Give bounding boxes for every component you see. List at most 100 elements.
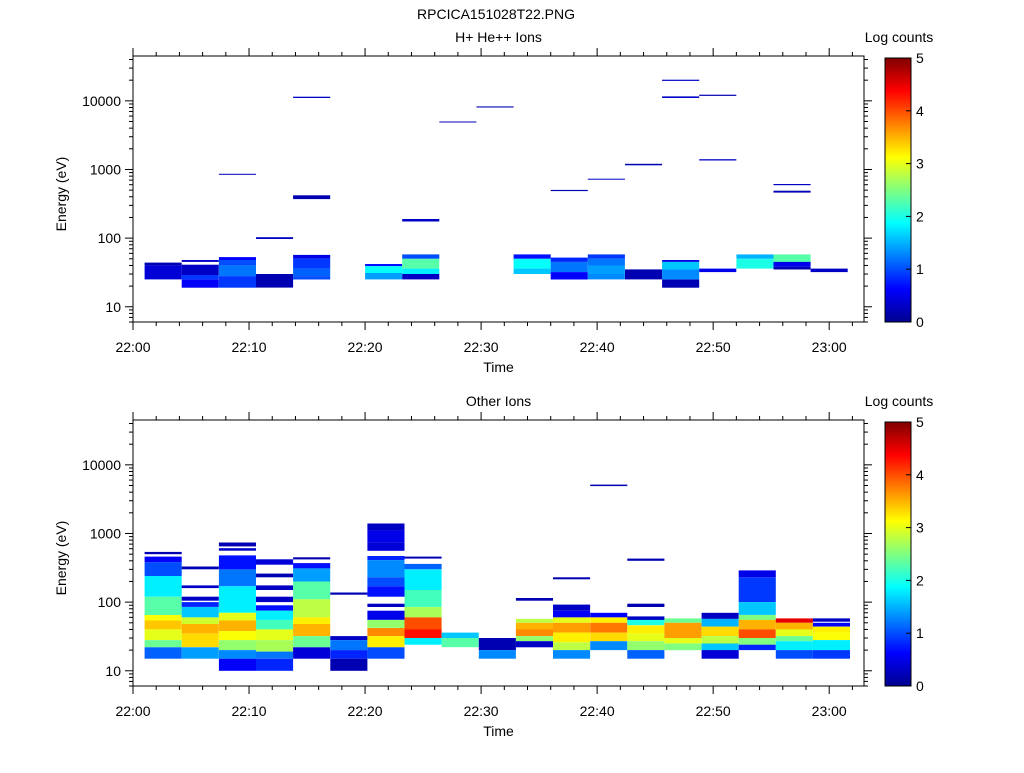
spectrogram-cell xyxy=(404,638,442,645)
spectrogram-cell xyxy=(701,618,739,627)
spectrogram-cell xyxy=(587,265,625,274)
x-axis-label: Time xyxy=(483,723,514,739)
spectrogram-cell xyxy=(587,254,625,259)
y-axis-label: Energy (eV) xyxy=(53,157,69,232)
spectrogram-cell xyxy=(627,641,665,651)
spectrogram-cell xyxy=(256,559,294,565)
spectrogram-cell xyxy=(404,590,442,607)
spectrogram-cell xyxy=(404,556,442,559)
spectrogram-cell xyxy=(590,632,628,642)
spectrogram-cell xyxy=(181,596,219,601)
spectrogram-cell xyxy=(367,603,405,607)
spectrogram-cell xyxy=(144,576,182,597)
x-axis-label: Time xyxy=(483,359,514,375)
spectrogram-cell xyxy=(256,596,294,603)
spectrogram-cell xyxy=(627,603,665,607)
spectrogram-cell xyxy=(181,624,219,634)
x-tick-label: 22:50 xyxy=(696,339,731,355)
spectrogram-cell xyxy=(662,96,700,98)
spectrogram-cell xyxy=(144,620,182,630)
spectrogram-cell xyxy=(404,607,442,618)
spectrogram-cell xyxy=(773,184,811,186)
spectrogram-cell xyxy=(773,267,811,270)
spectrogram-cell xyxy=(775,636,813,642)
spectrogram-cell xyxy=(367,610,405,620)
y-tick-label: 10000 xyxy=(82,457,121,473)
spectrogram-cell xyxy=(738,629,776,638)
x-tick-label: 23:00 xyxy=(812,339,847,355)
spectrogram-cell xyxy=(664,618,702,623)
spectrogram-cell xyxy=(664,638,702,644)
spectrogram-cell xyxy=(402,254,440,259)
spectrogram-cell xyxy=(181,602,219,607)
spectrogram-cell xyxy=(662,261,700,270)
spectrogram-cell xyxy=(367,542,405,551)
y-tick-label: 10000 xyxy=(82,93,121,109)
spectrogram-cell xyxy=(441,638,479,648)
spectrogram-cell xyxy=(367,560,405,578)
colorbar-tick-label: 3 xyxy=(916,156,924,172)
spectrogram-cell xyxy=(256,629,294,640)
spectrogram-cell xyxy=(627,625,665,634)
colorbar-tick-label: 1 xyxy=(916,261,924,277)
spectrogram-cell xyxy=(812,626,850,633)
spectrogram-cell xyxy=(625,163,663,166)
spectrogram-cell xyxy=(404,569,442,591)
x-tick-label: 22:20 xyxy=(348,339,383,355)
spectrogram-cell xyxy=(699,94,737,96)
spectrogram-cell xyxy=(256,658,294,671)
spectrogram-cell xyxy=(218,548,256,551)
colorbar-label: Log counts xyxy=(865,393,934,409)
spectrogram-cell xyxy=(367,523,405,531)
spectrogram-cell xyxy=(144,615,182,621)
spectrogram-cell xyxy=(293,254,331,259)
x-tick-label: 22:40 xyxy=(580,339,615,355)
spectrogram-cell xyxy=(627,616,665,620)
spectrogram-cell xyxy=(218,173,256,175)
spectrogram-cell xyxy=(441,632,479,638)
spectrogram-cell xyxy=(553,604,591,611)
spectrogram-cell xyxy=(775,650,813,659)
spectrogram-cell xyxy=(625,269,663,280)
spectrogram-cell xyxy=(773,261,811,267)
x-tick-label: 22:30 xyxy=(464,703,499,719)
spectrogram-cell xyxy=(736,258,774,269)
spectrogram-cell xyxy=(553,650,591,659)
spectrogram-cell xyxy=(293,96,331,98)
spectrogram-cell xyxy=(701,643,739,651)
spectrogram-cell xyxy=(181,275,219,280)
spectrogram-cell xyxy=(330,658,368,671)
spectrogram-cell xyxy=(181,647,219,659)
spectrogram-cell xyxy=(736,254,774,259)
spectrogram-cell xyxy=(402,219,440,222)
spectrogram-cell xyxy=(439,121,477,123)
spectrogram-cell xyxy=(367,586,405,597)
colorbar xyxy=(884,57,912,323)
spectrogram-cell xyxy=(256,237,294,239)
colorbar-tick-label: 0 xyxy=(916,314,924,330)
spectrogram-cell xyxy=(218,257,256,261)
spectrogram-cell xyxy=(293,568,331,582)
spectrogram-cell xyxy=(590,612,628,618)
spectrogram-cell xyxy=(218,640,256,651)
spectrogram-cell xyxy=(365,273,403,280)
y-tick-label: 100 xyxy=(98,594,122,610)
spectrogram-cell xyxy=(590,641,628,651)
spectrogram-cell xyxy=(812,618,850,622)
spectrogram-cell xyxy=(256,610,294,620)
y-tick-label: 1000 xyxy=(90,525,121,541)
spectrogram-cell xyxy=(550,257,588,262)
spectrogram-cell xyxy=(775,622,813,630)
spectrogram-cell xyxy=(590,617,628,623)
spectrogram-cell xyxy=(367,577,405,587)
spectrogram-cell xyxy=(699,268,737,273)
spectrogram-cell xyxy=(181,633,219,648)
spectrogram-cell xyxy=(701,636,739,644)
spectrogram-cell xyxy=(256,585,294,590)
spectrogram-cell xyxy=(404,629,442,638)
colorbar-label: Log counts xyxy=(865,29,934,45)
colorbar-tick-label: 4 xyxy=(916,103,924,119)
spectrogram-cell xyxy=(515,641,553,648)
spectrogram-cell xyxy=(218,586,256,613)
spectrogram-cell xyxy=(256,651,294,659)
